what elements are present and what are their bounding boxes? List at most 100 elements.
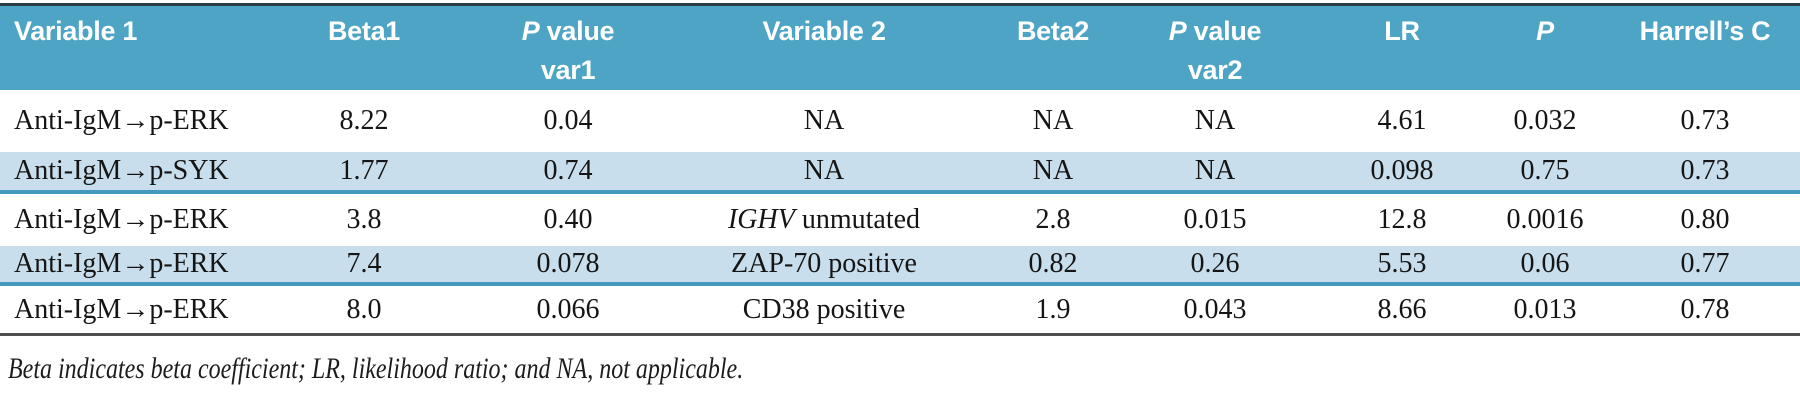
table-cell: 0.06 (1480, 246, 1610, 287)
text-segment: NA (803, 105, 845, 137)
table-cell: 12.8 (1324, 192, 1480, 246)
text-segment: 5.53 (1377, 248, 1427, 280)
table-row: Anti-IgM→p-SYK 1.77 0.74 NA NA NA 0.098 0.75 0.7… (0, 152, 1800, 195)
text-segment: Anti-IgM→p-ERK (14, 105, 229, 137)
text-segment: 0.015 (1183, 204, 1247, 236)
text-segment: 0.73 (1680, 105, 1730, 137)
footnote: Beta indicates beta coefficient; LR, lik… (8, 351, 744, 385)
table-cell: NA (648, 152, 1000, 195)
text-segment: unmutated (794, 204, 921, 236)
text-segment: P (1168, 16, 1187, 46)
text-segment: value (539, 16, 615, 46)
column-header-line1: P value (488, 12, 648, 51)
text-segment: 8.66 (1377, 293, 1427, 325)
text-segment: 0.77 (1680, 248, 1730, 280)
table-cell: Anti-IgM→p-ERK (0, 246, 240, 287)
text-segment: NA (1194, 105, 1236, 137)
column-header: LR (1324, 3, 1480, 91)
table-cell: NA (648, 90, 1000, 152)
column-header-line1: Beta1 (240, 12, 488, 51)
table-cell: Anti-IgM→p-SYK (0, 152, 240, 195)
table-cell: 0.82 (1000, 246, 1106, 287)
text-segment: Beta2 (1016, 16, 1090, 46)
column-header-line1: Beta2 (1000, 12, 1106, 51)
header-row: Variable 1 Beta1 P value var1 Variable 2 Beta… (0, 3, 1800, 91)
table-cell: 1.77 (240, 152, 488, 195)
text-segment: 0.40 (543, 204, 593, 236)
table-cell: 3.8 (240, 192, 488, 246)
text-segment: IGHV (727, 204, 795, 236)
text-segment: 12.8 (1377, 204, 1427, 236)
results-table: Variable 1 Beta1 P value var1 Variable 2 Beta… (0, 3, 1800, 336)
table-cell: 0.73 (1610, 90, 1800, 152)
table-cell: IGHV unmutated (648, 192, 1000, 246)
column-header-line1: Variable 1 (14, 12, 240, 51)
table-cell: 0.74 (488, 152, 648, 195)
column-header: Harrell’s C (1610, 3, 1800, 91)
column-header-line1: P (1480, 12, 1610, 51)
text-segment: Variable 2 (762, 16, 886, 46)
text-segment: NA (803, 155, 845, 187)
text-segment: 0.098 (1370, 155, 1434, 187)
text-segment: NA (1032, 155, 1074, 187)
text-segment: 8.0 (346, 293, 382, 325)
text-segment: Anti-IgM→p-ERK (14, 248, 229, 280)
table-cell: Anti-IgM→p-ERK (0, 192, 240, 246)
table-row: Anti-IgM→p-ERK 8.0 0.066 CD38 positive 1.9 0.… (0, 284, 1800, 336)
table-cell: 5.53 (1324, 246, 1480, 287)
table-cell: NA (1106, 152, 1324, 195)
table-cell: NA (1000, 90, 1106, 152)
table-cell: 8.66 (1324, 284, 1480, 336)
text-segment: 0.078 (536, 248, 600, 280)
table-cell: 0.26 (1106, 246, 1324, 287)
text-segment: Harrell’s C (1639, 16, 1771, 46)
text-segment: 1.77 (339, 155, 389, 187)
text-segment: 2.8 (1035, 204, 1071, 236)
table-cell: 0.0016 (1480, 192, 1610, 246)
text-segment: 7.4 (346, 248, 382, 280)
table-cell: 0.04 (488, 90, 648, 152)
table-cell: 0.015 (1106, 192, 1324, 246)
text-segment: Anti-IgM→p-ERK (14, 293, 229, 325)
table-cell: 0.78 (1610, 284, 1800, 336)
text-segment: Anti-IgM→p-SYK (14, 155, 229, 187)
text-segment: 1.9 (1035, 293, 1071, 325)
table-cell: 8.22 (240, 90, 488, 152)
table-cell: 0.098 (1324, 152, 1480, 195)
table-cell: 0.40 (488, 192, 648, 246)
text-segment: value (1186, 16, 1262, 46)
text-segment: 0.0016 (1506, 204, 1584, 236)
table-row: Anti-IgM→p-ERK 8.22 0.04 NA NA NA 4.61 0.032 0.7… (0, 90, 1800, 152)
text-segment: 0.73 (1680, 155, 1730, 187)
table-cell: NA (1000, 152, 1106, 195)
table-cell: 0.77 (1610, 246, 1800, 287)
table-cell: 1.9 (1000, 284, 1106, 336)
table-cell: 0.066 (488, 284, 648, 336)
text-segment: 0.80 (1680, 204, 1730, 236)
text-segment: 0.82 (1028, 248, 1078, 280)
table-cell: 2.8 (1000, 192, 1106, 246)
column-header: Variable 2 (648, 3, 1000, 91)
text-segment: 0.066 (536, 293, 600, 325)
table-header: Variable 1 Beta1 P value var1 Variable 2 Beta… (0, 3, 1800, 91)
column-header: P value var1 (488, 3, 648, 91)
table-cell: 8.0 (240, 284, 488, 336)
text-segment: Anti-IgM→p-ERK (14, 204, 229, 236)
table-cell: 0.75 (1480, 152, 1610, 195)
text-segment: 0.043 (1183, 293, 1247, 325)
column-header-line2: var2 (1187, 55, 1243, 86)
table-cell: 0.73 (1610, 152, 1800, 195)
column-header-line1: Variable 2 (648, 12, 1000, 51)
column-header: P value var2 (1106, 3, 1324, 91)
table-cell: Anti-IgM→p-ERK (0, 284, 240, 336)
table-cell: 4.61 (1324, 90, 1480, 152)
text-segment: Variable 1 (14, 16, 138, 46)
table-row: Anti-IgM→p-ERK 7.4 0.078 ZAP-70 positive 0.8… (0, 246, 1800, 287)
column-header-line1: Harrell’s C (1610, 12, 1800, 51)
text-segment: NA (1194, 155, 1236, 187)
column-header-line1: LR (1324, 12, 1480, 51)
table-cell: ZAP-70 positive (648, 246, 1000, 287)
column-header-line2: var1 (540, 55, 596, 86)
column-header: P (1480, 3, 1610, 91)
table-cell: NA (1106, 90, 1324, 152)
